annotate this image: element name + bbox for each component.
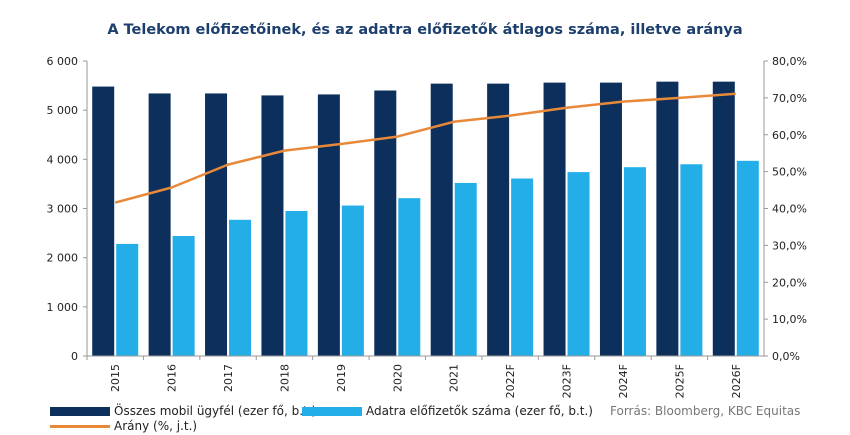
bar-total-2025F <box>656 81 679 357</box>
source-note: Forrás: Bloomberg, KBC Equitas <box>610 404 801 418</box>
legend-item-ratio: Arány (%, j.t.) <box>50 419 197 433</box>
x-tick-label: 2019 <box>335 364 348 392</box>
bar-layer <box>92 81 759 357</box>
line-layer <box>114 92 736 204</box>
y-right-tick-label: 30,0% <box>772 239 807 252</box>
axes-layer: 0 1 000 2 000 3 000 4 000 5 000 6 000 0,0% 10,0%… <box>47 55 807 398</box>
bar-total-2024F <box>599 82 622 356</box>
line-ratio <box>114 92 736 204</box>
legend-item-total: Összes mobil ügyfél (ezer fő, b.t.) <box>50 404 316 418</box>
y-right-tick-label: 60,0% <box>772 129 807 142</box>
bar-total-2019 <box>317 94 340 356</box>
y-left-tick-label: 0 <box>71 350 78 363</box>
bar-total-2015 <box>92 86 115 357</box>
bar-total-2023F <box>543 82 566 356</box>
x-tick-label: 2015 <box>109 364 122 392</box>
bar-data-2026F <box>736 160 759 356</box>
bar-total-2016 <box>148 93 171 356</box>
legend-label-ratio: Arány (%, j.t.) <box>114 419 198 433</box>
chart-title: A Telekom előfizetőinek, és az adatra el… <box>107 22 743 38</box>
y-right-tick-label: 20,0% <box>772 276 807 289</box>
x-tick-label: 2025F <box>673 364 686 398</box>
bar-total-2018 <box>261 95 284 357</box>
legend-label-total: Összes mobil ügyfél (ezer fő, b.t.) <box>114 404 317 418</box>
y-right-tick-label: 0,0% <box>772 350 800 363</box>
y-left-tick-label: 4 000 <box>47 153 79 166</box>
y-right-tick-label: 10,0% <box>772 313 807 326</box>
legend-swatch-total <box>50 407 110 416</box>
legend-swatch-data <box>302 407 362 416</box>
x-tick-label: 2026F <box>730 364 743 398</box>
x-tick-label: 2016 <box>166 364 179 392</box>
bar-data-2022F <box>511 178 534 356</box>
x-tick-label: 2023F <box>561 364 574 398</box>
legend-swatch-ratio <box>50 425 110 428</box>
y-right-tick-label: 80,0% <box>772 55 807 68</box>
bar-data-2021 <box>454 182 477 356</box>
y-left-tick-label: 2 000 <box>47 252 79 265</box>
bar-data-2019 <box>341 205 364 356</box>
x-tick-label: 2020 <box>391 364 404 392</box>
bar-total-2026F <box>712 81 735 357</box>
bar-total-2020 <box>374 90 397 356</box>
bar-data-2017 <box>229 219 252 356</box>
x-tick-label: 2022F <box>504 364 517 398</box>
bar-data-2023F <box>567 172 590 356</box>
bar-data-2020 <box>398 198 421 356</box>
y-right-tick-label: 70,0% <box>772 92 807 105</box>
legend-label-data: Adatra előfizetők száma (ezer fő, b.t.) <box>366 404 593 418</box>
bar-data-2015 <box>116 243 139 356</box>
x-tick-label: 2017 <box>222 364 235 392</box>
bar-total-2017 <box>205 93 228 356</box>
x-tick-label: 2018 <box>278 364 291 392</box>
y-left-tick-label: 1 000 <box>47 301 79 314</box>
y-left-tick-label: 3 000 <box>47 203 79 216</box>
y-left-tick-label: 5 000 <box>47 104 79 117</box>
legend-item-data: Adatra előfizetők száma (ezer fő, b.t.) <box>302 404 593 418</box>
y-right-tick-label: 50,0% <box>772 166 807 179</box>
x-tick-label: 2021 <box>448 364 461 392</box>
x-tick-label: 2024F <box>617 364 630 398</box>
bar-data-2024F <box>623 167 646 356</box>
bar-total-2021 <box>430 83 453 356</box>
y-left-tick-label: 6 000 <box>47 55 79 68</box>
bar-total-2022F <box>487 83 510 356</box>
bar-data-2016 <box>172 236 195 356</box>
y-right-tick-label: 40,0% <box>772 203 807 216</box>
bar-data-2025F <box>680 164 703 356</box>
bar-data-2018 <box>285 210 308 356</box>
